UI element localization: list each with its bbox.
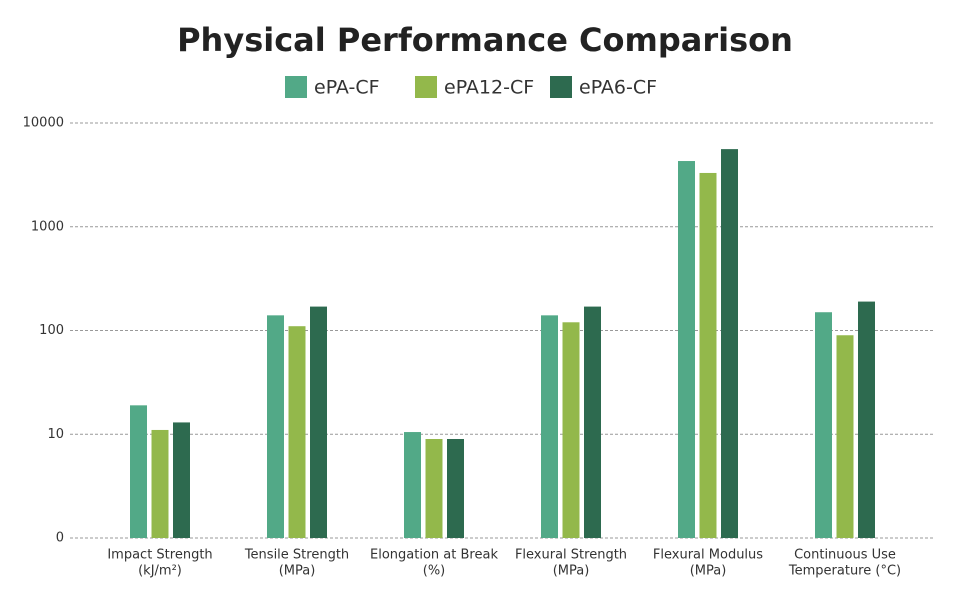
y-tick-label: 10 <box>47 427 64 442</box>
y-tick-label: 0 <box>56 531 64 546</box>
bar <box>267 315 284 538</box>
x-tick-label: (MPa) <box>553 564 590 579</box>
legend-label: ePA12-CF <box>444 77 534 99</box>
bar <box>288 326 306 538</box>
bar <box>130 405 147 538</box>
y-tick-label: 100 <box>39 323 64 338</box>
bar <box>699 172 717 539</box>
x-tick-label: Temperature (°C) <box>788 564 901 579</box>
x-tick-label: (kJ/m²) <box>138 564 182 579</box>
x-tick-label: (MPa) <box>279 564 316 579</box>
bar <box>858 301 875 538</box>
bar <box>584 306 601 538</box>
bar <box>562 322 580 538</box>
x-tick-label: (MPa) <box>690 564 727 579</box>
bar <box>721 149 738 538</box>
bar <box>447 438 464 538</box>
x-tick-label: Impact Strength <box>107 548 212 563</box>
x-tick-label: Flexural Modulus <box>653 548 763 563</box>
x-tick-label: (%) <box>423 564 446 579</box>
x-tick-label: Flexural Strength <box>515 548 627 563</box>
bar <box>151 429 169 538</box>
bar <box>425 438 443 538</box>
legend-label: ePA6-CF <box>579 77 657 99</box>
legend-swatch <box>285 76 307 98</box>
y-tick-label: 1000 <box>31 219 64 234</box>
bar <box>404 432 421 538</box>
bar <box>541 315 558 538</box>
x-tick-label: Continuous Use <box>794 548 896 563</box>
bar <box>310 306 327 538</box>
bar <box>836 335 854 538</box>
legend-swatch <box>550 76 572 98</box>
legend-swatch <box>415 76 437 98</box>
x-tick-label: Tensile Strength <box>244 548 349 563</box>
bar <box>815 312 832 538</box>
bar <box>173 422 190 538</box>
chart-title: Physical Performance Comparison <box>177 21 793 59</box>
bar <box>678 161 695 538</box>
y-tick-label: 10000 <box>23 116 64 131</box>
legend-label: ePA-CF <box>314 77 380 99</box>
x-tick-label: Elongation at Break <box>370 548 498 563</box>
